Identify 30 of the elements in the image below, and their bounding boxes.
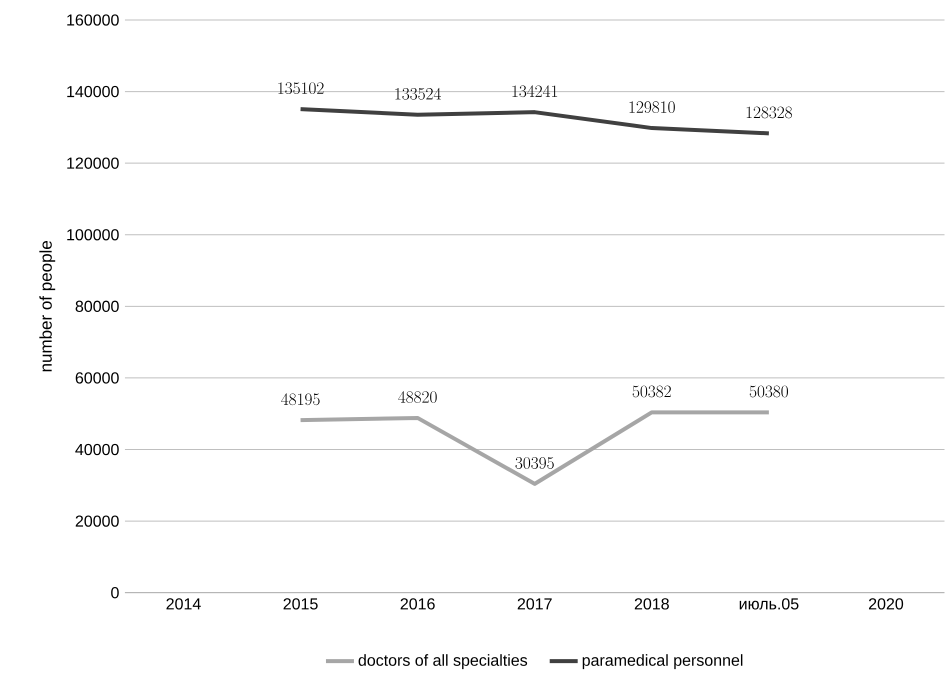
data-label: 128328 [746, 106, 792, 118]
x-tick-label: 2015 [284, 598, 318, 610]
x-tick-label: 2020 [868, 598, 904, 610]
y-tick-label: 20000 [76, 516, 119, 527]
y-tick-label: 0 [111, 587, 119, 599]
data-label: 50382 [632, 386, 671, 398]
y-tick-label: 40000 [75, 444, 119, 456]
data-label: 50380 [750, 386, 788, 398]
y-tick-label: 120000 [67, 158, 119, 169]
x-tick-label: 2014 [166, 598, 201, 610]
x-tick-label: июль.05 [740, 598, 798, 610]
data-label: 30395 [515, 457, 554, 470]
y-tick-label: 100000 [67, 229, 119, 241]
y-tick-label: 80000 [76, 300, 119, 312]
data-label: 48820 [398, 391, 437, 404]
legend-label: paramedical personnel [582, 654, 742, 670]
legend-label: doctors of all specialties [358, 654, 528, 670]
data-label: 129810 [630, 101, 675, 114]
data-label: 134241 [512, 85, 558, 98]
y-tick-label: 140000 [67, 86, 119, 98]
x-tick-label: 2016 [400, 598, 435, 610]
y-tick-label: 60000 [76, 372, 119, 384]
y-axis-title: number of people [39, 241, 56, 372]
data-label: 133524 [395, 88, 441, 100]
x-tick-label: 2018 [634, 598, 669, 610]
data-label: 48195 [281, 393, 320, 406]
line-series [298, 410, 771, 486]
data-label: 135102 [278, 82, 324, 94]
y-tick-label: 160000 [67, 14, 119, 26]
x-tick-label: 2017 [518, 598, 552, 610]
